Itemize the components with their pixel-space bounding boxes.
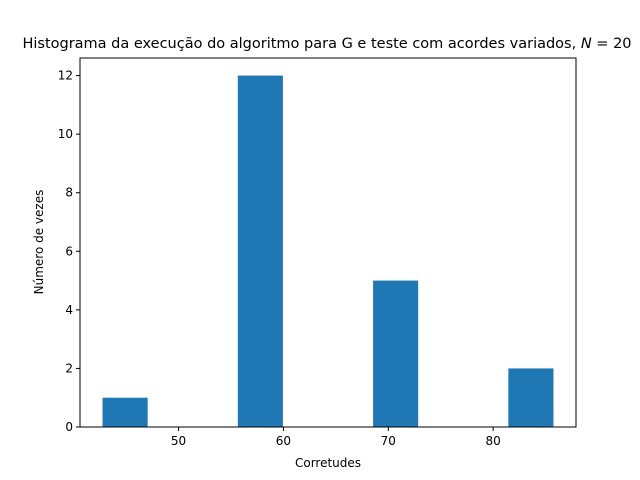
- x-axis-ticks: 50 60 70 80: [171, 427, 501, 448]
- chart-title-main: Histograma da execução do algoritmo para…: [22, 36, 580, 52]
- chart-title: Histograma da execução do algoritmo para…: [22, 36, 631, 52]
- y-tick-label: 10: [58, 127, 73, 141]
- x-tick-label: 80: [486, 434, 501, 448]
- chart-title-suffix: = 20: [592, 36, 632, 52]
- y-axis-ticks: 0 2 4 6 8 10 12: [58, 69, 80, 434]
- x-tick-label: 50: [171, 434, 186, 448]
- y-axis-label: Número de vezes: [32, 190, 46, 295]
- histogram-bar: [373, 280, 419, 427]
- y-tick-label: 2: [65, 361, 73, 375]
- y-tick-label: 8: [65, 186, 73, 200]
- x-tick-label: 70: [381, 434, 396, 448]
- y-tick-label: 12: [58, 69, 73, 83]
- y-tick-label: 4: [65, 303, 73, 317]
- histogram-bar: [237, 75, 283, 428]
- histogram-bar: [102, 397, 148, 427]
- x-axis-label: Corretudes: [295, 456, 361, 470]
- y-tick-label: 0: [65, 420, 73, 434]
- x-tick-label: 60: [276, 434, 291, 448]
- chart-title-variable: N: [581, 36, 592, 52]
- histogram-bar: [508, 368, 554, 427]
- bar-group: [102, 75, 554, 428]
- plot-area-frame: [79, 57, 577, 428]
- y-tick-label: 6: [65, 244, 73, 258]
